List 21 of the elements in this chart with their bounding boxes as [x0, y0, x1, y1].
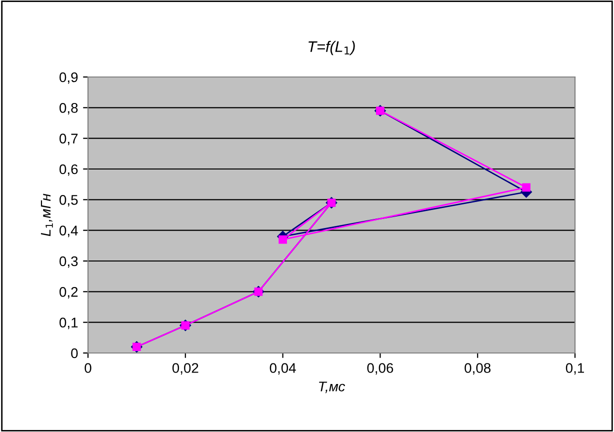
x-tick-label: 0 — [84, 363, 92, 373]
x-tick-label: 0,1 — [566, 363, 584, 375]
point — [278, 235, 287, 244]
y-tick-label: 0,9 — [60, 72, 78, 84]
y-tick-label: 0,6 — [60, 164, 78, 176]
x-tick-label: 0,06 — [367, 363, 394, 375]
y-tick-label: 0,4 — [60, 226, 78, 238]
y-tick-label: 0,1 — [60, 318, 78, 330]
y-tick-label: 0,5 — [60, 195, 78, 206]
x-tick-label: 0,04 — [270, 363, 296, 375]
y-tick-label: 0 — [71, 348, 78, 358]
point — [522, 183, 530, 192]
x-tick-label: 0,08 — [464, 363, 491, 375]
y-tick-label: 0,2 — [60, 287, 78, 298]
chart-title: T=f(L$_{1}$) — [308, 40, 355, 56]
x-tick-label: 0,02 — [172, 363, 198, 375]
y-axis-title: L$_{1}$,мГн — [40, 194, 53, 236]
x-axis-title: T,мс — [319, 382, 346, 394]
y-tick-label: 0,7 — [60, 134, 78, 146]
y-tick-label: 0,3 — [60, 256, 78, 268]
y-tick-label: 0,8 — [60, 103, 78, 114]
